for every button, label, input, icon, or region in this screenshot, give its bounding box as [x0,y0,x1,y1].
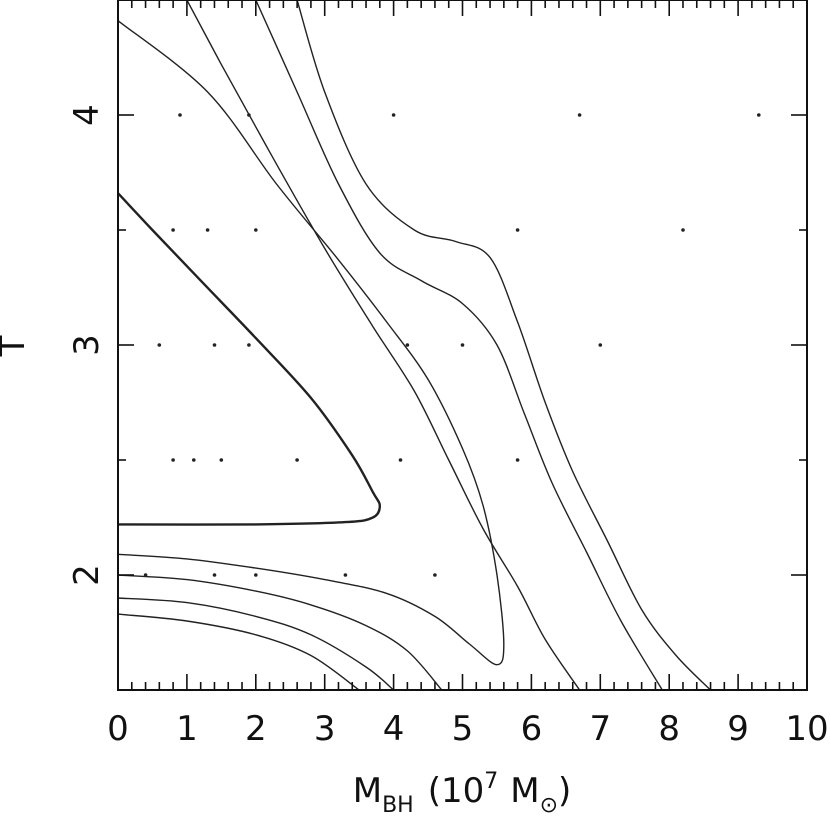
grid-dot [254,573,258,577]
x-axis-title-unit-sub: ⊙ [540,793,558,818]
grid-dot [598,343,603,347]
x-axis-title-exp: 7 [484,769,498,794]
x-tick-label: 8 [658,709,680,749]
contour-line-3 [117,574,443,691]
x-tick-label: 4 [383,709,405,749]
grid-dot [391,113,396,117]
grid-dot [515,228,520,232]
x-tick-label: 5 [452,709,474,749]
contour-line-8 [296,0,711,691]
grid-dot [219,458,224,462]
grid-dot [681,228,685,232]
x-tick-label: 0 [107,709,129,749]
grid-dot [171,458,175,462]
x-axis-title-paren: (10 [428,771,485,811]
grid-dot [171,228,175,232]
grid-dot [577,113,582,117]
grid-dot [212,343,217,347]
x-tick-label: 10 [785,709,828,749]
y-tick-label: 4 [67,104,107,126]
grid-dot [295,458,299,462]
grid-dot [515,458,520,462]
x-axis-title-unit: M [510,771,539,811]
contour-line-7 [255,0,663,691]
x-tick-label: 9 [727,709,749,749]
x-tick-label: 1 [176,709,198,749]
x-tick-label: 2 [245,709,267,749]
x-tick-label: 6 [521,709,543,749]
x-axis-title: MBH (107 M⊙) [353,769,572,818]
grid-dot [757,113,761,117]
grid-dots [143,113,761,577]
grid-dot [247,343,251,347]
grid-dot [343,573,348,577]
contour-lines [117,0,711,691]
x-tick-label: 3 [314,709,336,749]
grid-dot [460,343,465,347]
contour-line-1 [117,192,382,526]
contour-line-4 [117,597,395,691]
grid-dot [247,113,251,117]
grid-dot [433,573,437,577]
contour-line-6 [186,0,581,691]
x-tick-labels: 0 1 2 3 4 5 6 7 8 9 10 [107,709,828,749]
grid-dot [157,343,162,347]
contour-line-2 [117,20,505,666]
y-tick-label: 2 [67,564,107,586]
grid-dot [254,228,258,232]
grid-dot [405,343,410,347]
y-tick-label: 3 [67,334,107,356]
grid-dot [143,573,148,577]
contour-line-5 [117,613,360,691]
x-axis-title-paren-close: ) [558,771,571,811]
y-axis-title: T [0,335,33,357]
grid-dot [178,113,182,117]
grid-dot [205,228,210,232]
x-axis-title-main: M [353,771,382,811]
plot-frame [117,0,808,691]
grid-dot [192,458,196,462]
grid-dot [398,458,403,462]
grid-dot [212,573,217,577]
y-tick-labels: 2 3 4 [67,104,107,586]
x-tick-label: 7 [589,709,611,749]
x-axis-title-sub: BH [382,793,414,818]
